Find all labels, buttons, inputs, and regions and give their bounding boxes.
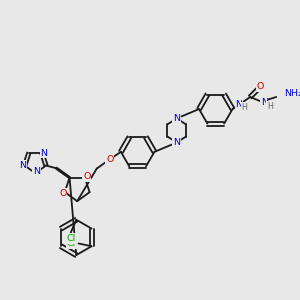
Text: N: N <box>261 98 268 107</box>
Text: N: N <box>173 138 180 147</box>
Text: Cl: Cl <box>67 239 76 248</box>
Text: O: O <box>83 172 90 181</box>
Text: N: N <box>173 114 180 123</box>
Text: N: N <box>236 100 242 109</box>
Text: Cl: Cl <box>66 234 75 243</box>
Text: H: H <box>267 102 273 111</box>
Text: N: N <box>20 161 26 170</box>
Text: H: H <box>242 103 247 112</box>
Text: O: O <box>106 155 113 164</box>
Text: O: O <box>257 82 264 91</box>
Text: N: N <box>33 167 40 176</box>
Text: O: O <box>59 189 67 198</box>
Text: N: N <box>40 148 47 158</box>
Text: NH₂: NH₂ <box>284 89 300 98</box>
